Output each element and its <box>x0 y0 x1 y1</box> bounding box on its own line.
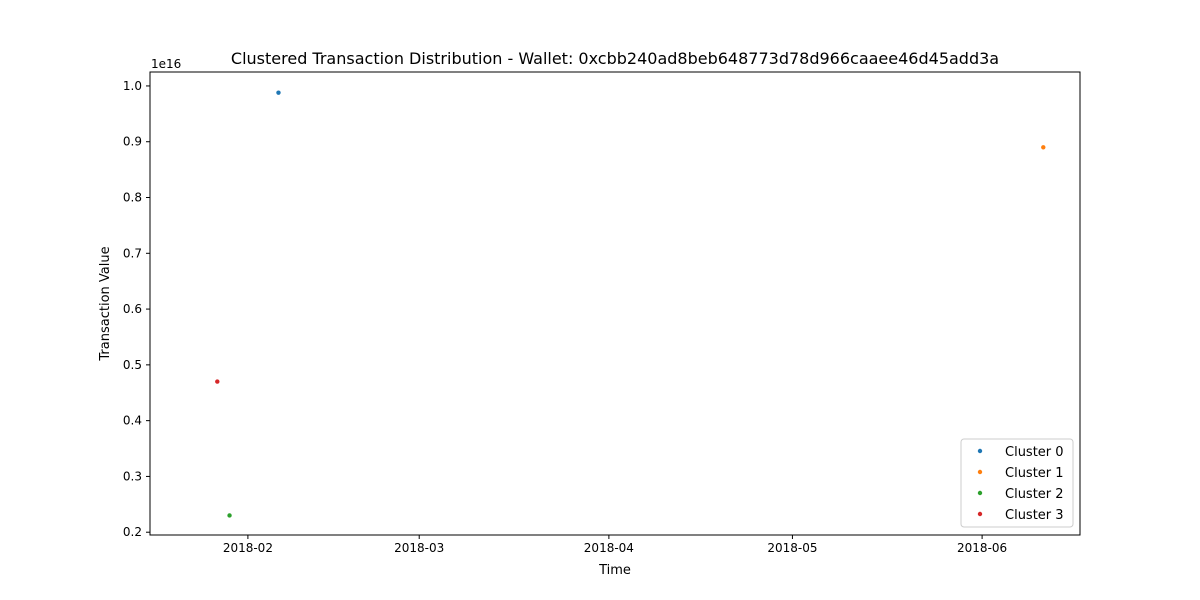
legend-marker-cluster-0 <box>977 448 983 454</box>
x-tick-label: 2018-02 <box>223 541 273 555</box>
data-point-cluster-0 <box>276 90 281 95</box>
legend-label-cluster-0: Cluster 0 <box>1005 445 1064 460</box>
legend-label-cluster-3: Cluster 3 <box>1005 508 1064 523</box>
y-tick-label: 0.5 <box>123 358 142 372</box>
y-tick-label: 0.4 <box>123 414 142 428</box>
legend: Cluster 0 Cluster 1 Cluster 2 Cluster 3 <box>960 438 1074 528</box>
plot-area <box>149 71 1081 536</box>
y-axis-label: Transaction Value <box>98 246 113 361</box>
chart-title: Clustered Transaction Distribution - Wal… <box>231 49 999 68</box>
y-axis-offset-label: 1e16 <box>151 57 181 71</box>
y-tick-label: 1.0 <box>123 79 142 93</box>
data-point-cluster-2 <box>227 513 232 518</box>
y-axis: 0.2 0.3 0.4 0.5 0.6 0.7 0.8 0.9 1.0 <box>123 79 150 539</box>
data-point-cluster-1 <box>1041 145 1046 150</box>
x-axis: 2018-02 2018-03 2018-04 2018-05 2018-06 <box>223 535 1007 555</box>
x-tick-label: 2018-04 <box>584 541 634 555</box>
y-tick-label: 0.9 <box>123 135 142 149</box>
y-tick-label: 0.6 <box>123 302 142 316</box>
y-tick-label: 0.2 <box>123 525 142 539</box>
legend-label-cluster-1: Cluster 1 <box>1005 466 1064 481</box>
x-tick-label: 2018-03 <box>394 541 444 555</box>
x-axis-label: Time <box>598 563 631 578</box>
y-tick-label: 0.8 <box>123 191 142 205</box>
plot-frame <box>149 71 1081 536</box>
y-tick-label: 0.3 <box>123 469 142 483</box>
legend-box <box>960 438 1074 528</box>
legend-label-cluster-2: Cluster 2 <box>1005 487 1064 502</box>
legend-marker-cluster-1 <box>977 469 983 475</box>
data-points <box>215 90 1046 518</box>
legend-marker-cluster-3 <box>977 511 983 517</box>
x-tick-label: 2018-05 <box>767 541 817 555</box>
x-tick-label: 2018-06 <box>957 541 1007 555</box>
y-tick-label: 0.7 <box>123 246 142 260</box>
data-point-cluster-3 <box>215 379 220 384</box>
legend-marker-cluster-2 <box>977 490 983 496</box>
